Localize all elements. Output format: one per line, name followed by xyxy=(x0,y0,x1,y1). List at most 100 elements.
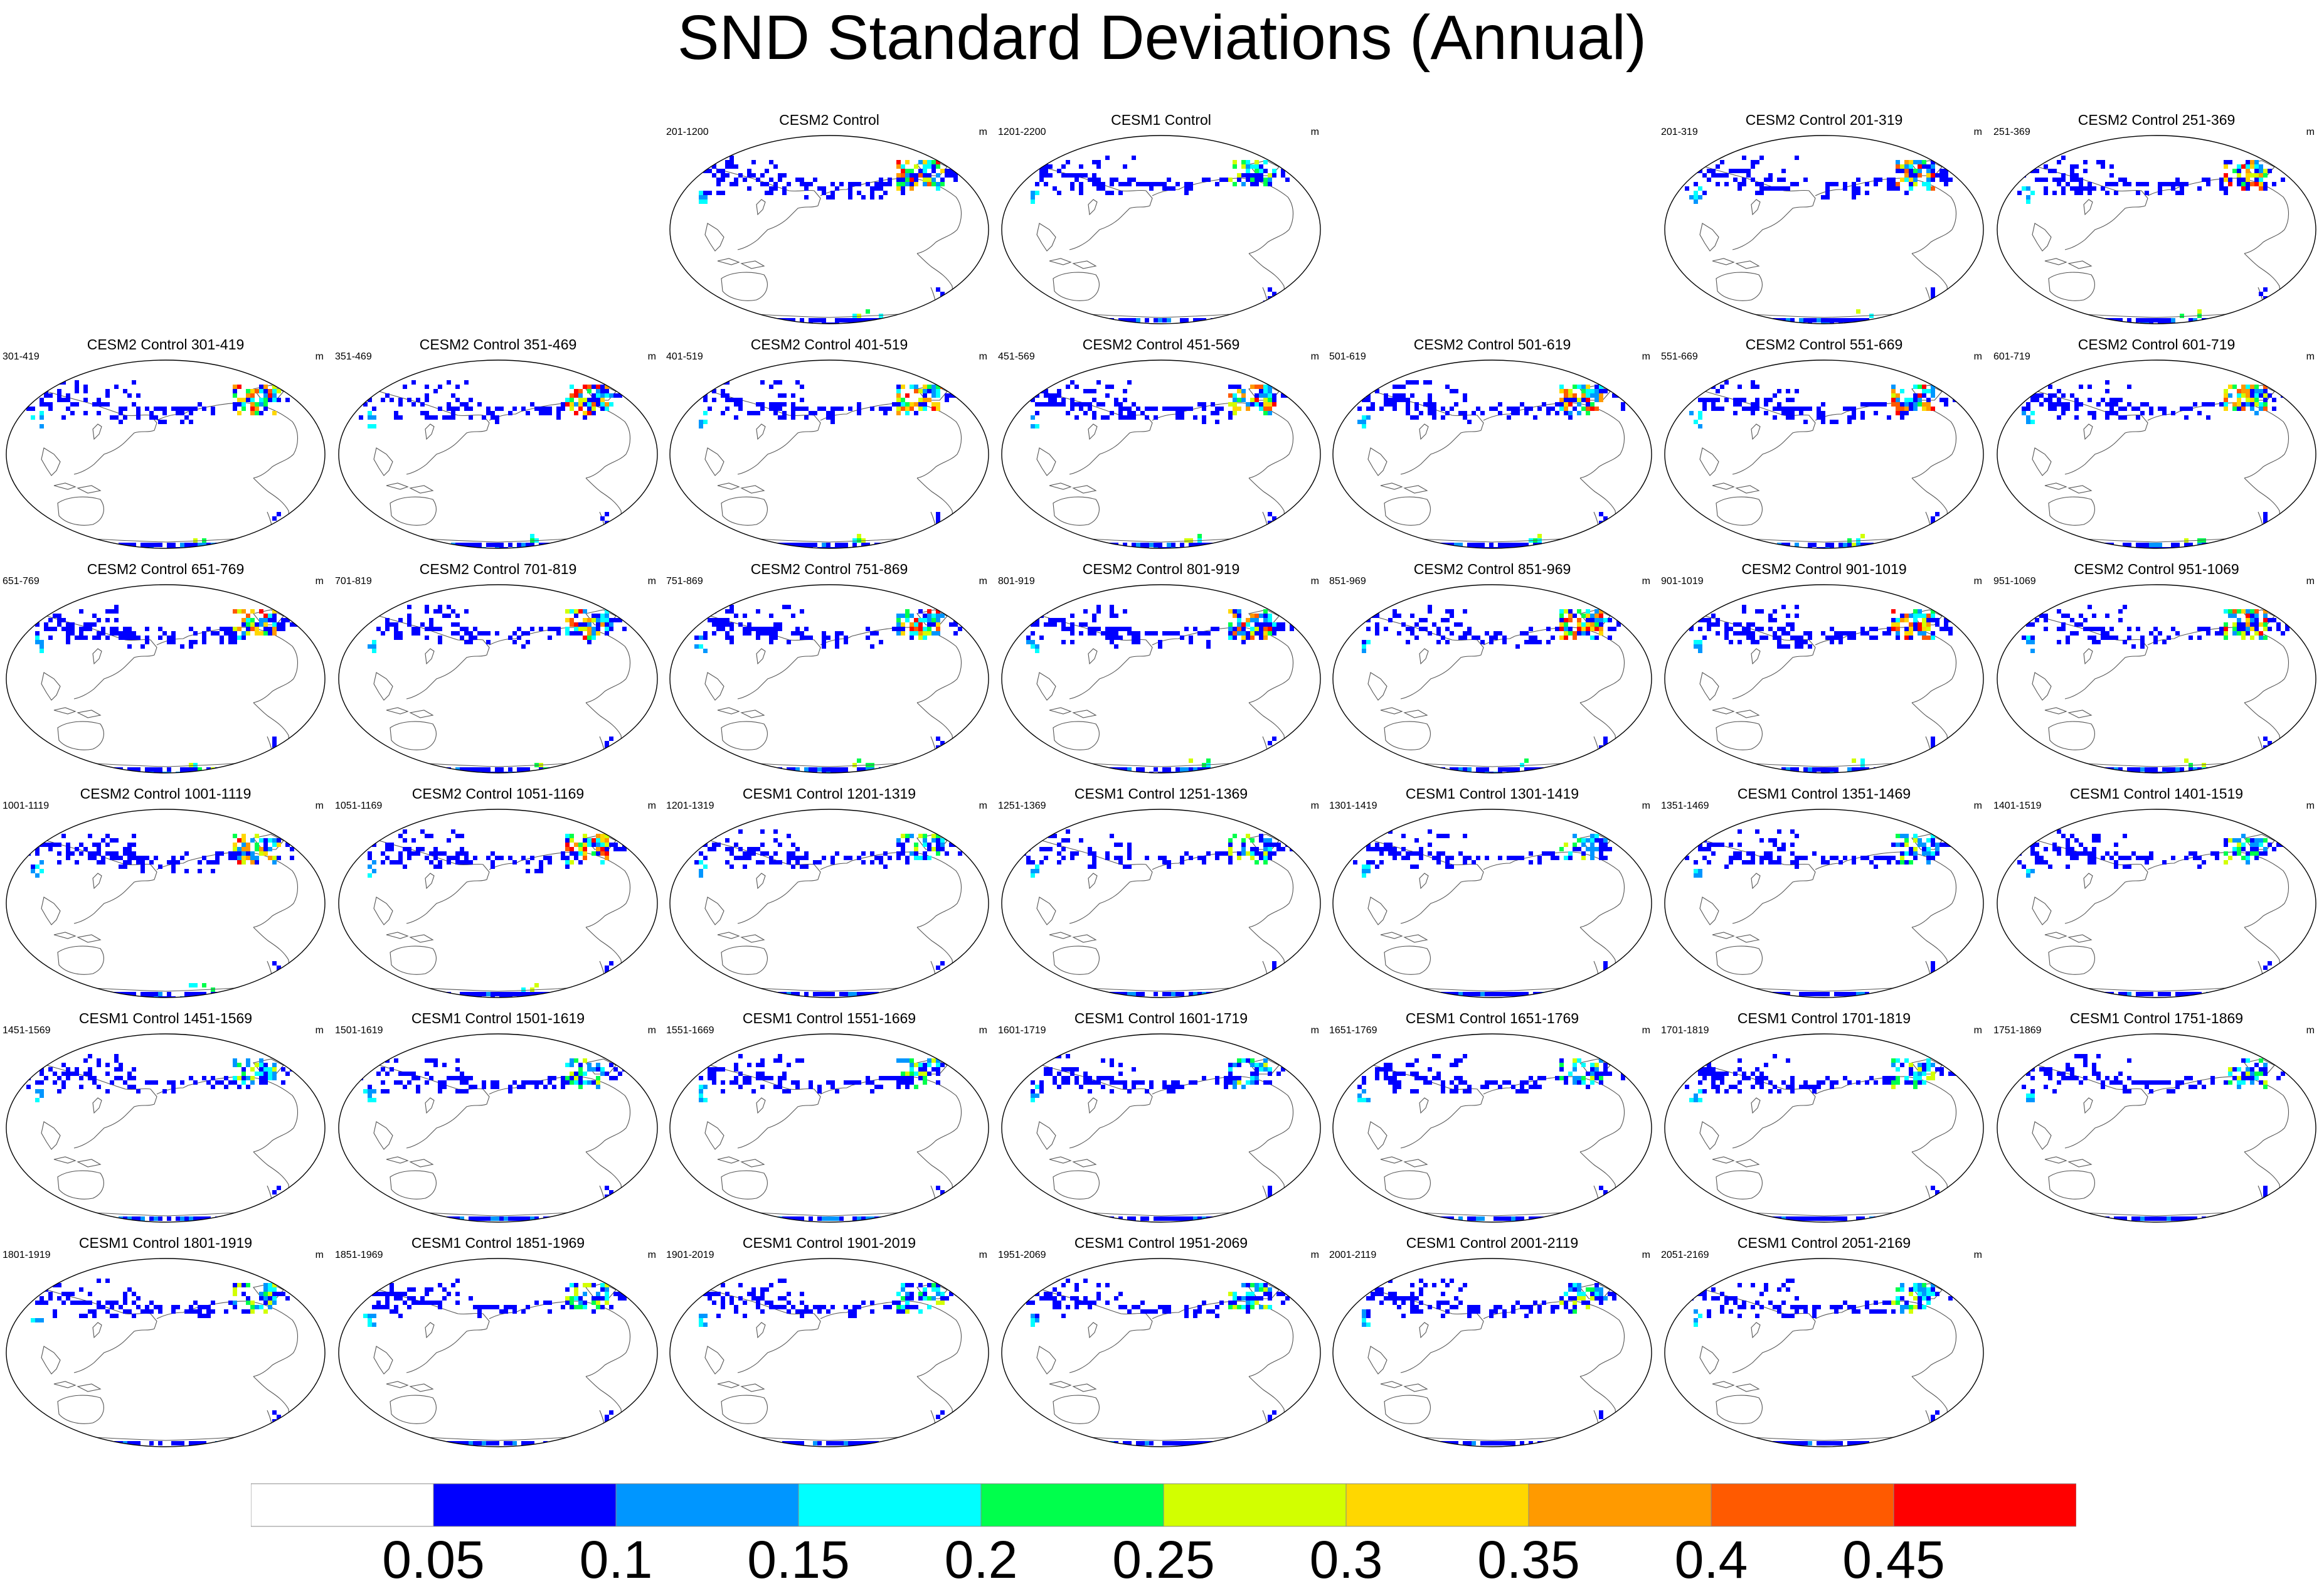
coastline xyxy=(1021,609,1152,699)
coastline xyxy=(1700,223,1719,251)
coastline xyxy=(917,1152,952,1220)
coastline xyxy=(374,448,393,476)
coastline xyxy=(1021,384,1152,474)
coastline xyxy=(1712,258,1759,269)
panel-units: m xyxy=(1311,351,1319,363)
coastline xyxy=(586,927,621,995)
coastline xyxy=(1912,703,1947,770)
coastline xyxy=(917,703,952,770)
coastline xyxy=(1381,1157,1427,1167)
panel-year-range: 951-1069 xyxy=(1993,576,2036,587)
coastline xyxy=(756,200,765,215)
coastline xyxy=(820,412,852,420)
coastline xyxy=(1419,1098,1428,1113)
panel-units: m xyxy=(1642,1025,1650,1036)
coastline xyxy=(41,1122,60,1149)
coastline xyxy=(1184,403,1293,478)
map-plot xyxy=(0,578,331,778)
coastline xyxy=(1053,721,1099,750)
map-plot xyxy=(995,354,1327,553)
coastline xyxy=(1037,1122,1056,1149)
coastline xyxy=(1580,703,1615,770)
coastline xyxy=(1184,627,1293,703)
coastline xyxy=(425,649,434,664)
coastline xyxy=(2032,673,2051,700)
coastline xyxy=(358,833,489,923)
panel-units: m xyxy=(1311,801,1319,812)
snow-depth-cells xyxy=(363,829,631,1001)
panel-units: m xyxy=(979,1250,987,1261)
coastline xyxy=(2049,272,2094,301)
map-plot xyxy=(664,129,995,329)
coastline xyxy=(374,673,393,700)
panel-units: m xyxy=(1311,1250,1319,1261)
coastline xyxy=(718,258,764,269)
coastline xyxy=(756,873,765,888)
panel-units: m xyxy=(648,801,656,812)
antarctica-coast xyxy=(38,759,292,777)
coastline xyxy=(1249,703,1284,770)
coastline xyxy=(1716,1395,1762,1423)
panel-title: CESM1 Control 1801-1919 xyxy=(0,1235,331,1251)
snow-depth-cells xyxy=(2022,380,2290,551)
map-plot xyxy=(332,578,664,778)
coastline xyxy=(2084,200,2093,215)
panel-year-range: 701-819 xyxy=(335,576,372,587)
coastline xyxy=(2049,497,2094,525)
coastline xyxy=(1716,272,1762,301)
coastline xyxy=(58,1171,103,1199)
coastline xyxy=(721,1395,767,1423)
colorbar-tick-label: 0.2 xyxy=(945,1528,1018,1591)
coastline xyxy=(2016,1058,2148,1148)
snow-depth-cells xyxy=(699,156,962,327)
coastline xyxy=(1912,478,1947,546)
coastline xyxy=(1580,927,1615,995)
colorbar-swatch xyxy=(1164,1484,1346,1526)
panel-units: m xyxy=(2306,127,2315,138)
coastline xyxy=(917,478,952,546)
panel-title: CESM2 Control 1051-1169 xyxy=(332,785,664,802)
coastline xyxy=(1037,897,1056,925)
colorbar-swatch xyxy=(616,1484,799,1526)
coastline xyxy=(1716,721,1762,750)
colorbar-tick-label: 0.25 xyxy=(1112,1528,1215,1591)
coastline xyxy=(2179,178,2289,253)
panel-units: m xyxy=(2306,801,2315,812)
panel-title: CESM2 Control 801-919 xyxy=(995,561,1327,577)
coastline xyxy=(1088,424,1097,439)
coastline xyxy=(521,852,630,927)
coastline xyxy=(374,1122,393,1149)
coastline xyxy=(917,253,952,321)
panel-title: CESM1 Control 1601-1719 xyxy=(995,1010,1327,1026)
panel-units: m xyxy=(648,1250,656,1261)
coastline xyxy=(253,1152,289,1220)
panel-year-range: 901-1019 xyxy=(1661,576,1704,587)
panel-title: CESM1 Control 1951-2069 xyxy=(995,1235,1327,1251)
coastline xyxy=(386,483,433,493)
coastline xyxy=(425,424,434,439)
coastline xyxy=(58,1395,103,1423)
panel-year-range: 451-569 xyxy=(998,351,1035,363)
coastline xyxy=(1249,253,1284,321)
coastline xyxy=(425,1322,434,1338)
coastline xyxy=(718,932,764,942)
panel-title: CESM1 Control 1251-1369 xyxy=(995,785,1327,802)
antarctica-coast xyxy=(38,535,292,552)
map-plot xyxy=(1658,1028,1990,1227)
coastline xyxy=(93,424,102,439)
coastline xyxy=(1751,1098,1760,1113)
coastline xyxy=(2045,1157,2091,1167)
